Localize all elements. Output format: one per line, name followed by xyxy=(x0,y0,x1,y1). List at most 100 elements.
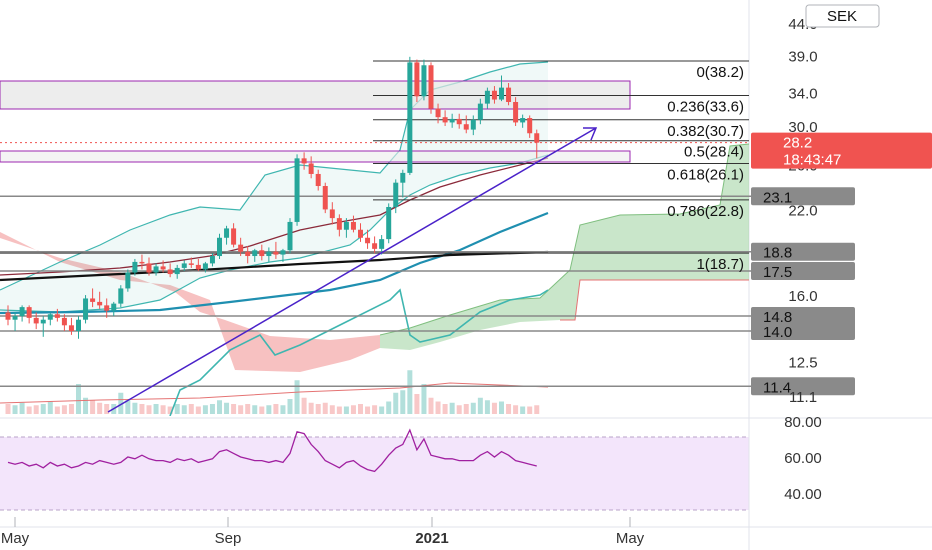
leading-span-a xyxy=(379,143,749,336)
candle-body xyxy=(287,221,293,251)
volume-bar xyxy=(167,406,173,414)
candle-body xyxy=(259,250,265,257)
candle-body xyxy=(54,314,60,318)
price-tick-label: 12.5 xyxy=(788,354,817,371)
current-price-value: 28.2 xyxy=(783,135,812,152)
candle-body xyxy=(273,251,279,255)
volume-bar xyxy=(160,405,166,414)
volume-bar xyxy=(513,405,519,414)
candle-body xyxy=(202,263,208,270)
currency-button[interactable]: SEK xyxy=(805,4,880,28)
candle-body xyxy=(68,325,74,331)
candle-body xyxy=(428,65,434,109)
volume-bar xyxy=(5,404,11,414)
volume-bar xyxy=(231,404,237,414)
price-axis[interactable]: 44.039.034.030.026.022.016.012.511.180.0… xyxy=(751,16,932,503)
volume-bar xyxy=(273,404,279,414)
candle-body xyxy=(139,261,145,264)
volume-bar xyxy=(132,402,138,414)
candle-body xyxy=(491,90,497,100)
volume-bar xyxy=(68,404,74,414)
candle-body xyxy=(76,319,81,331)
volume-bar xyxy=(499,401,504,414)
price-tick-label: 34.0 xyxy=(788,85,817,102)
volume-bar xyxy=(54,406,60,414)
volume-bar xyxy=(379,406,385,414)
fib-level-label: 0(38.2) xyxy=(696,64,744,81)
candle-body xyxy=(125,272,131,289)
candle-body xyxy=(520,118,526,123)
volume-bar xyxy=(491,402,497,414)
time-tick-label: May xyxy=(1,530,30,547)
ema-fast xyxy=(0,157,549,276)
volume-bar xyxy=(245,404,251,414)
price-level-tag xyxy=(751,377,855,396)
candle-body xyxy=(400,172,406,183)
candle-body xyxy=(435,108,441,118)
volume-bar xyxy=(217,400,222,414)
volume-bar xyxy=(238,405,244,414)
fib-level-label: 0.5(28.4) xyxy=(684,144,744,161)
volume-bar xyxy=(372,405,378,414)
price-tick-label: 39.0 xyxy=(788,48,817,65)
price-level-tag xyxy=(751,322,855,340)
volume-bar xyxy=(153,404,159,414)
volume-bar xyxy=(477,397,483,414)
volume-bar xyxy=(280,405,286,414)
volume-bar xyxy=(76,384,81,414)
volume-bar xyxy=(97,402,103,414)
candle-body xyxy=(160,266,166,270)
volume-bar xyxy=(33,405,39,414)
rsi-indicator xyxy=(7,428,537,473)
volume-bar xyxy=(322,402,328,414)
price-level-label: 18.8 xyxy=(763,245,792,262)
bearish-cloud xyxy=(0,232,380,372)
candle-body xyxy=(513,101,519,123)
current-price-tag xyxy=(751,132,932,169)
volume-bar xyxy=(506,404,512,414)
candle-body xyxy=(153,266,159,273)
volume-bar xyxy=(449,402,455,414)
volume-bar xyxy=(343,406,349,414)
time-axis[interactable]: May Sep 2021 May xyxy=(1,517,645,547)
volume-bar xyxy=(209,404,215,414)
leading-span-b xyxy=(560,279,749,321)
rsi-tick-label: 60.00 xyxy=(784,450,822,467)
price-level-label: 11.4 xyxy=(763,379,791,396)
candle-body xyxy=(379,239,385,249)
price-level-label: 14.8 xyxy=(763,309,792,326)
volume-bar xyxy=(19,402,25,414)
price-tick-label: 11.1 xyxy=(789,389,817,406)
volume-bar xyxy=(400,390,406,414)
horizontal-levels[interactable]: 23.1 18.8 17.5 14.814.0 11.4 xyxy=(0,187,855,396)
candle-body xyxy=(224,228,230,238)
volume-bar xyxy=(407,370,413,414)
candle-body xyxy=(463,124,469,130)
drawn-rectangles[interactable] xyxy=(0,80,631,163)
ema-slow xyxy=(0,250,549,282)
candle-body xyxy=(499,87,504,100)
candle-body xyxy=(336,218,342,230)
candle-body xyxy=(209,256,215,264)
volume-bar xyxy=(365,406,371,414)
candle-body xyxy=(343,221,349,230)
ema-mid xyxy=(0,211,549,315)
candle-body xyxy=(365,237,371,244)
candle-body xyxy=(217,237,222,257)
volume-bar xyxy=(61,405,67,414)
candle-body xyxy=(449,118,455,123)
trendline[interactable] xyxy=(107,127,598,413)
volume-bar xyxy=(350,405,356,414)
rsi-band xyxy=(0,437,749,510)
candle-body xyxy=(174,267,180,275)
price-tick-label: 30.0 xyxy=(788,119,817,136)
volume-bar xyxy=(188,404,194,414)
candle-body xyxy=(83,298,89,320)
candle-body xyxy=(350,221,356,230)
candle-body xyxy=(5,312,11,320)
volume-bars xyxy=(0,370,549,414)
candles xyxy=(5,56,540,339)
candle-body xyxy=(146,263,152,273)
fibonacci-retracement[interactable]: 0(38.2) 0.236(33.6) 0.382(30.7) 0.5(28.4) 0.… xyxy=(0,60,749,273)
